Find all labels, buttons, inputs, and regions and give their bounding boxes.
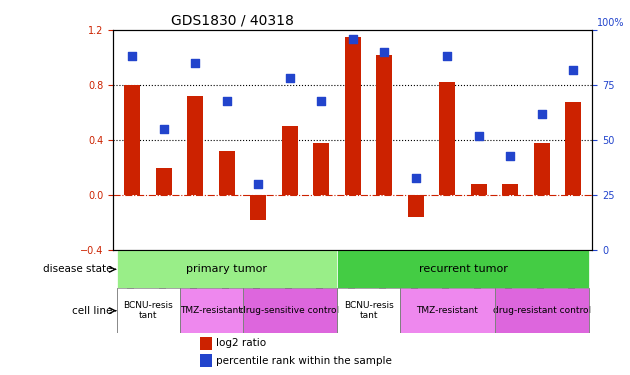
Bar — [439, 82, 455, 195]
Point — [285, 75, 295, 81]
Text: BCNU-resis
tant: BCNU-resis tant — [123, 301, 173, 320]
Bar — [250, 195, 266, 220]
FancyBboxPatch shape — [117, 288, 180, 333]
Point — [411, 175, 421, 181]
Text: log2 ratio: log2 ratio — [216, 338, 266, 348]
FancyBboxPatch shape — [337, 251, 589, 288]
Bar — [200, 354, 212, 368]
FancyBboxPatch shape — [495, 288, 589, 333]
Text: cell line: cell line — [72, 306, 113, 316]
Text: recurrent tumor: recurrent tumor — [418, 264, 508, 274]
Bar — [219, 151, 234, 195]
Text: BCNU-resis
tant: BCNU-resis tant — [344, 301, 393, 320]
Point — [316, 98, 326, 104]
Text: TMZ-resistant: TMZ-resistant — [416, 306, 478, 315]
Point — [474, 133, 484, 139]
Bar — [502, 184, 518, 195]
Text: TMZ-resistant: TMZ-resistant — [180, 306, 242, 315]
FancyBboxPatch shape — [243, 288, 337, 333]
Point — [253, 181, 263, 187]
Point — [379, 49, 389, 55]
Point — [159, 126, 169, 132]
Point — [442, 54, 452, 60]
FancyBboxPatch shape — [117, 251, 337, 288]
Bar — [282, 126, 297, 195]
Point — [222, 98, 232, 104]
Point — [537, 111, 547, 117]
Bar — [188, 96, 203, 195]
Bar — [156, 168, 171, 195]
Bar — [345, 37, 360, 195]
FancyBboxPatch shape — [400, 288, 495, 333]
Text: drug-resistant control: drug-resistant control — [493, 306, 591, 315]
Point — [568, 67, 578, 73]
Text: disease state: disease state — [43, 264, 113, 274]
Bar — [471, 184, 486, 195]
Point — [190, 60, 200, 66]
Text: percentile rank within the sample: percentile rank within the sample — [216, 356, 392, 366]
Bar — [408, 195, 423, 217]
Bar — [376, 55, 392, 195]
FancyBboxPatch shape — [337, 288, 400, 333]
Bar — [124, 85, 140, 195]
Text: 100%: 100% — [597, 18, 624, 28]
Bar — [200, 336, 212, 350]
Point — [505, 153, 515, 159]
Text: GDS1830 / 40318: GDS1830 / 40318 — [171, 13, 294, 27]
Text: primary tumor: primary tumor — [186, 264, 267, 274]
FancyBboxPatch shape — [180, 288, 243, 333]
Point — [348, 36, 358, 42]
Bar — [566, 102, 581, 195]
Bar — [534, 143, 549, 195]
Text: drug-sensitive control: drug-sensitive control — [240, 306, 340, 315]
Point — [127, 54, 137, 60]
Bar — [313, 143, 329, 195]
